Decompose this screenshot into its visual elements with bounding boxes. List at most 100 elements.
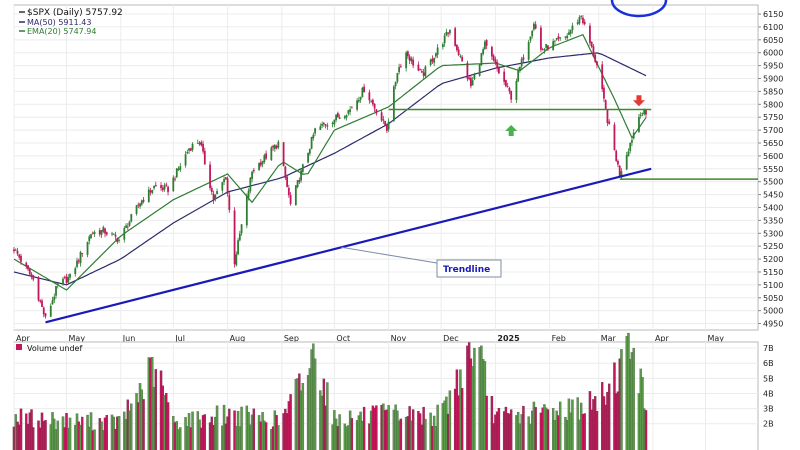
highlight-circle bbox=[610, 0, 668, 18]
volume-tick-label: 3B bbox=[763, 405, 774, 414]
volume-legend-swatch bbox=[16, 344, 22, 350]
volume-bar bbox=[203, 414, 207, 450]
date-tick-label: Jul bbox=[174, 334, 185, 343]
candle-body bbox=[135, 205, 138, 214]
price-tick-label: 5150 bbox=[763, 268, 783, 277]
candle-body bbox=[454, 28, 457, 46]
candle-body bbox=[294, 185, 297, 206]
candle-body bbox=[417, 64, 420, 71]
candle-body bbox=[18, 254, 21, 258]
candle-body bbox=[443, 35, 446, 44]
candle-body bbox=[189, 148, 192, 151]
candle-body bbox=[137, 204, 140, 206]
candle-body bbox=[399, 66, 402, 68]
candle-body bbox=[272, 145, 274, 148]
volume-bar bbox=[56, 420, 59, 450]
ma50-legend-label: MA(50) 5911.43 bbox=[27, 18, 91, 27]
candle-body bbox=[410, 58, 413, 62]
candle-body bbox=[578, 17, 581, 24]
candle-body bbox=[111, 233, 113, 235]
candle-body bbox=[202, 143, 204, 152]
volume-tick-label: 4B bbox=[763, 389, 774, 398]
volume-tick-label: 5B bbox=[763, 374, 774, 383]
candle-body bbox=[25, 262, 28, 266]
volume-title: Volume undef bbox=[27, 344, 82, 353]
candle-body bbox=[41, 300, 43, 308]
candle-body bbox=[408, 56, 411, 61]
price-grid bbox=[13, 5, 758, 330]
date-tick-label: Aug bbox=[230, 334, 246, 343]
candle-body bbox=[147, 189, 150, 203]
candle-body bbox=[445, 31, 448, 36]
date-tick-label: Feb bbox=[552, 334, 566, 343]
candle-body bbox=[491, 46, 493, 57]
candle-body bbox=[90, 234, 92, 238]
candle-body bbox=[405, 52, 408, 69]
candle-body bbox=[86, 241, 89, 255]
candle-body bbox=[123, 227, 126, 240]
candle-body bbox=[28, 268, 31, 275]
candle-body bbox=[555, 38, 558, 40]
price-tick-label: 5250 bbox=[763, 242, 783, 251]
candle-body bbox=[98, 230, 101, 235]
candle-body bbox=[79, 252, 82, 264]
candle-body bbox=[188, 148, 190, 151]
price-tick-label: 6100 bbox=[763, 23, 783, 32]
candle-body bbox=[363, 86, 366, 93]
candle-body bbox=[541, 49, 544, 51]
candle-body bbox=[517, 70, 520, 82]
candle-body bbox=[233, 210, 236, 265]
candle-body bbox=[140, 200, 143, 205]
candle-body bbox=[620, 171, 623, 178]
volume-bar bbox=[387, 405, 390, 450]
volume-bar bbox=[68, 417, 72, 450]
volume-bar bbox=[607, 383, 611, 450]
candle-body bbox=[153, 185, 155, 189]
candle-body bbox=[552, 41, 555, 51]
volume-bar bbox=[117, 416, 121, 450]
candle-body bbox=[154, 184, 157, 187]
candle-body bbox=[357, 99, 360, 102]
candle-body bbox=[282, 142, 285, 167]
volume-bar bbox=[497, 407, 501, 450]
candle-body bbox=[37, 278, 40, 301]
annotation-box bbox=[436, 259, 502, 278]
candle-body bbox=[226, 178, 229, 194]
candle-body bbox=[615, 150, 618, 161]
volume-bar bbox=[546, 409, 550, 450]
candle-body bbox=[336, 112, 339, 118]
candle-body bbox=[76, 260, 78, 267]
candle-body bbox=[471, 80, 474, 86]
candle-body bbox=[252, 169, 255, 172]
volume-bar bbox=[154, 369, 157, 450]
volume-bar bbox=[264, 422, 268, 450]
candle-body bbox=[347, 110, 350, 114]
candle-body bbox=[228, 195, 231, 210]
candle-body bbox=[543, 48, 546, 51]
candle-body bbox=[641, 113, 644, 115]
volume-bar bbox=[448, 390, 452, 450]
volume-bar bbox=[252, 408, 256, 450]
candle-body bbox=[210, 188, 213, 193]
candle-body bbox=[247, 190, 250, 198]
date-tick-label: Dec bbox=[443, 334, 458, 343]
trendline bbox=[45, 167, 652, 324]
candle-body bbox=[484, 41, 486, 50]
volume-bar bbox=[522, 405, 525, 450]
candle-body bbox=[422, 72, 425, 76]
candle-body bbox=[53, 296, 56, 301]
volume-bar bbox=[375, 405, 378, 450]
candle-body bbox=[39, 300, 42, 302]
candle-body bbox=[485, 40, 488, 46]
candle-body bbox=[265, 153, 267, 159]
candle-body bbox=[214, 195, 217, 200]
candle-body bbox=[287, 187, 290, 196]
candle-body bbox=[473, 74, 476, 80]
volume-bar bbox=[93, 429, 96, 450]
candle-body bbox=[102, 227, 105, 232]
ma50-line bbox=[13, 52, 647, 286]
volume-bar bbox=[644, 410, 648, 450]
candle-body bbox=[639, 114, 642, 117]
candle-body bbox=[515, 80, 518, 100]
